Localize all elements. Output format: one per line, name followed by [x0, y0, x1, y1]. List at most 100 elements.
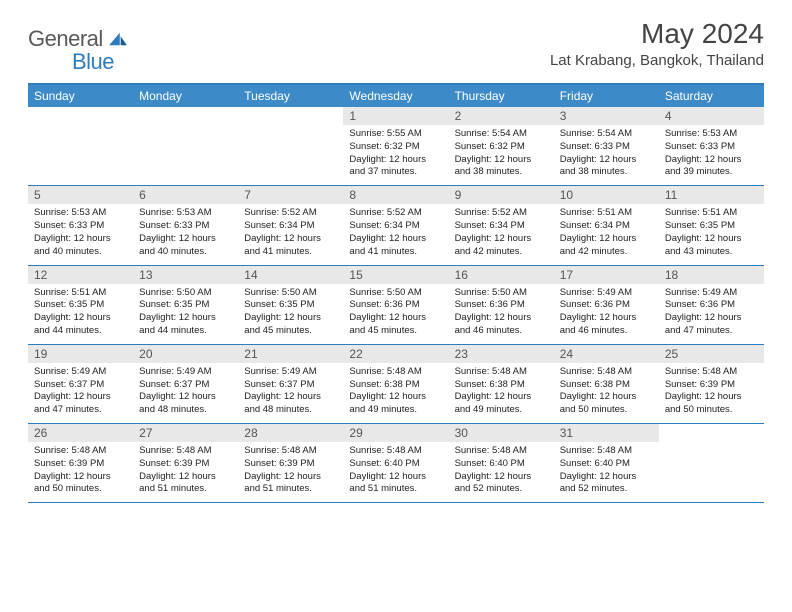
day-number: 17: [554, 266, 659, 284]
day-cell: 21Sunrise: 5:49 AMSunset: 6:37 PMDayligh…: [238, 344, 343, 423]
day-number: 10: [554, 186, 659, 204]
week-row: 5Sunrise: 5:53 AMSunset: 6:33 PMDaylight…: [28, 186, 764, 265]
day-data: Sunrise: 5:48 AMSunset: 6:39 PMDaylight:…: [28, 442, 133, 502]
day-data: Sunrise: 5:55 AMSunset: 6:32 PMDaylight:…: [343, 125, 448, 185]
week-row: 12Sunrise: 5:51 AMSunset: 6:35 PMDayligh…: [28, 265, 764, 344]
week-row: 19Sunrise: 5:49 AMSunset: 6:37 PMDayligh…: [28, 344, 764, 423]
day-data: Sunrise: 5:53 AMSunset: 6:33 PMDaylight:…: [28, 204, 133, 264]
day-cell: 24Sunrise: 5:48 AMSunset: 6:38 PMDayligh…: [554, 344, 659, 423]
day-number: 3: [554, 107, 659, 125]
day-cell-empty: [133, 107, 238, 186]
day-number: 21: [238, 345, 343, 363]
day-data: Sunrise: 5:49 AMSunset: 6:36 PMDaylight:…: [554, 284, 659, 344]
day-data: Sunrise: 5:53 AMSunset: 6:33 PMDaylight:…: [133, 204, 238, 264]
day-number: 18: [659, 266, 764, 284]
day-data: Sunrise: 5:51 AMSunset: 6:35 PMDaylight:…: [28, 284, 133, 344]
day-header-sunday: Sunday: [28, 84, 133, 107]
day-cell: 2Sunrise: 5:54 AMSunset: 6:32 PMDaylight…: [449, 107, 554, 186]
day-cell: 29Sunrise: 5:48 AMSunset: 6:40 PMDayligh…: [343, 424, 448, 503]
day-number: 12: [28, 266, 133, 284]
week-row: 26Sunrise: 5:48 AMSunset: 6:39 PMDayligh…: [28, 424, 764, 503]
day-number: 28: [238, 424, 343, 442]
day-data: Sunrise: 5:49 AMSunset: 6:36 PMDaylight:…: [659, 284, 764, 344]
day-number: 16: [449, 266, 554, 284]
week-row: 1Sunrise: 5:55 AMSunset: 6:32 PMDaylight…: [28, 107, 764, 186]
day-cell: 6Sunrise: 5:53 AMSunset: 6:33 PMDaylight…: [133, 186, 238, 265]
day-cell: 19Sunrise: 5:49 AMSunset: 6:37 PMDayligh…: [28, 344, 133, 423]
day-data: Sunrise: 5:48 AMSunset: 6:40 PMDaylight:…: [343, 442, 448, 502]
day-cell: 27Sunrise: 5:48 AMSunset: 6:39 PMDayligh…: [133, 424, 238, 503]
day-cell: 10Sunrise: 5:51 AMSunset: 6:34 PMDayligh…: [554, 186, 659, 265]
day-cell: 17Sunrise: 5:49 AMSunset: 6:36 PMDayligh…: [554, 265, 659, 344]
day-cell: 15Sunrise: 5:50 AMSunset: 6:36 PMDayligh…: [343, 265, 448, 344]
day-data: Sunrise: 5:48 AMSunset: 6:39 PMDaylight:…: [238, 442, 343, 502]
day-data: Sunrise: 5:48 AMSunset: 6:38 PMDaylight:…: [449, 363, 554, 423]
day-header-tuesday: Tuesday: [238, 84, 343, 107]
day-number: 24: [554, 345, 659, 363]
day-data: Sunrise: 5:50 AMSunset: 6:36 PMDaylight:…: [343, 284, 448, 344]
day-number: 25: [659, 345, 764, 363]
day-header-wednesday: Wednesday: [343, 84, 448, 107]
day-cell: 5Sunrise: 5:53 AMSunset: 6:33 PMDaylight…: [28, 186, 133, 265]
day-number: 23: [449, 345, 554, 363]
day-number: 22: [343, 345, 448, 363]
day-cell: 11Sunrise: 5:51 AMSunset: 6:35 PMDayligh…: [659, 186, 764, 265]
day-data: Sunrise: 5:48 AMSunset: 6:40 PMDaylight:…: [554, 442, 659, 502]
day-number: 6: [133, 186, 238, 204]
day-cell: 16Sunrise: 5:50 AMSunset: 6:36 PMDayligh…: [449, 265, 554, 344]
day-cell-empty: [28, 107, 133, 186]
day-header-monday: Monday: [133, 84, 238, 107]
day-cell: 12Sunrise: 5:51 AMSunset: 6:35 PMDayligh…: [28, 265, 133, 344]
calendar-body: 1Sunrise: 5:55 AMSunset: 6:32 PMDaylight…: [28, 107, 764, 503]
day-cell: 28Sunrise: 5:48 AMSunset: 6:39 PMDayligh…: [238, 424, 343, 503]
day-data: Sunrise: 5:50 AMSunset: 6:35 PMDaylight:…: [133, 284, 238, 344]
day-data: Sunrise: 5:48 AMSunset: 6:39 PMDaylight:…: [133, 442, 238, 502]
day-number: 7: [238, 186, 343, 204]
location-text: Lat Krabang, Bangkok, Thailand: [550, 52, 764, 69]
logo-sail-icon: [107, 31, 129, 47]
day-cell: 20Sunrise: 5:49 AMSunset: 6:37 PMDayligh…: [133, 344, 238, 423]
day-number: 15: [343, 266, 448, 284]
day-number: 8: [343, 186, 448, 204]
month-title: May 2024: [550, 18, 764, 50]
day-cell: 31Sunrise: 5:48 AMSunset: 6:40 PMDayligh…: [554, 424, 659, 503]
day-cell: 3Sunrise: 5:54 AMSunset: 6:33 PMDaylight…: [554, 107, 659, 186]
day-header-row: SundayMondayTuesdayWednesdayThursdayFrid…: [28, 84, 764, 107]
day-number: 14: [238, 266, 343, 284]
day-number: 9: [449, 186, 554, 204]
day-number: 26: [28, 424, 133, 442]
day-number: 2: [449, 107, 554, 125]
day-data: Sunrise: 5:49 AMSunset: 6:37 PMDaylight:…: [133, 363, 238, 423]
day-data: Sunrise: 5:54 AMSunset: 6:33 PMDaylight:…: [554, 125, 659, 185]
day-data: Sunrise: 5:49 AMSunset: 6:37 PMDaylight:…: [238, 363, 343, 423]
day-data: Sunrise: 5:49 AMSunset: 6:37 PMDaylight:…: [28, 363, 133, 423]
day-cell: 1Sunrise: 5:55 AMSunset: 6:32 PMDaylight…: [343, 107, 448, 186]
day-data: Sunrise: 5:48 AMSunset: 6:38 PMDaylight:…: [343, 363, 448, 423]
title-block: May 2024 Lat Krabang, Bangkok, Thailand: [550, 18, 764, 69]
day-number: 27: [133, 424, 238, 442]
calendar-table: SundayMondayTuesdayWednesdayThursdayFrid…: [28, 83, 764, 503]
day-data: Sunrise: 5:51 AMSunset: 6:35 PMDaylight:…: [659, 204, 764, 264]
day-cell: 22Sunrise: 5:48 AMSunset: 6:38 PMDayligh…: [343, 344, 448, 423]
day-number: 13: [133, 266, 238, 284]
day-data: Sunrise: 5:50 AMSunset: 6:35 PMDaylight:…: [238, 284, 343, 344]
day-cell: 30Sunrise: 5:48 AMSunset: 6:40 PMDayligh…: [449, 424, 554, 503]
day-cell: 18Sunrise: 5:49 AMSunset: 6:36 PMDayligh…: [659, 265, 764, 344]
day-cell: 9Sunrise: 5:52 AMSunset: 6:34 PMDaylight…: [449, 186, 554, 265]
day-cell: 13Sunrise: 5:50 AMSunset: 6:35 PMDayligh…: [133, 265, 238, 344]
day-number: 5: [28, 186, 133, 204]
day-number: 19: [28, 345, 133, 363]
day-data: Sunrise: 5:53 AMSunset: 6:33 PMDaylight:…: [659, 125, 764, 185]
day-data: Sunrise: 5:48 AMSunset: 6:38 PMDaylight:…: [554, 363, 659, 423]
day-data: Sunrise: 5:52 AMSunset: 6:34 PMDaylight:…: [238, 204, 343, 264]
day-data: Sunrise: 5:48 AMSunset: 6:39 PMDaylight:…: [659, 363, 764, 423]
day-header-friday: Friday: [554, 84, 659, 107]
day-number: 31: [554, 424, 659, 442]
day-cell: 14Sunrise: 5:50 AMSunset: 6:35 PMDayligh…: [238, 265, 343, 344]
day-cell: 23Sunrise: 5:48 AMSunset: 6:38 PMDayligh…: [449, 344, 554, 423]
day-cell: 26Sunrise: 5:48 AMSunset: 6:39 PMDayligh…: [28, 424, 133, 503]
day-number: 4: [659, 107, 764, 125]
day-data: Sunrise: 5:54 AMSunset: 6:32 PMDaylight:…: [449, 125, 554, 185]
day-number: 30: [449, 424, 554, 442]
day-cell: 7Sunrise: 5:52 AMSunset: 6:34 PMDaylight…: [238, 186, 343, 265]
